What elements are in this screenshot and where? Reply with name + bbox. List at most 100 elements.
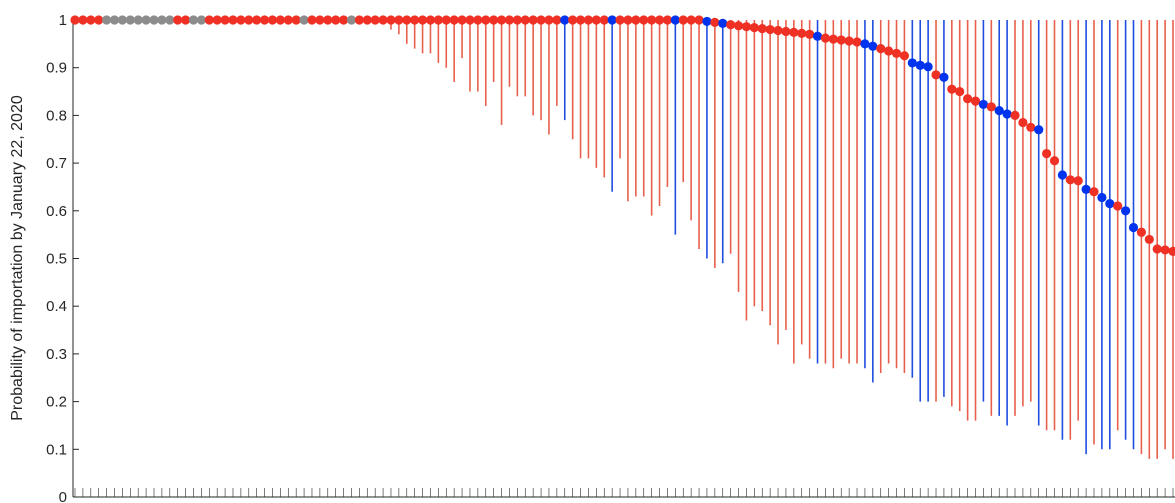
markers (70, 15, 1175, 256)
data-point (267, 15, 278, 25)
data-point (1144, 234, 1154, 245)
data-point (844, 36, 854, 46)
data-point (1073, 176, 1083, 186)
data-point (1057, 170, 1068, 180)
data-point (362, 15, 372, 25)
data-point (615, 15, 625, 25)
data-point (694, 15, 704, 25)
data-point (868, 41, 878, 51)
data-point (78, 15, 88, 25)
data-point (520, 15, 530, 25)
data-point (433, 15, 443, 25)
data-point (346, 15, 357, 25)
data-point (726, 20, 736, 30)
data-point (876, 44, 886, 54)
data-point (654, 15, 665, 25)
data-point (323, 15, 333, 25)
data-point (686, 15, 696, 25)
data-point (291, 15, 301, 25)
data-point (188, 15, 199, 25)
data-point (504, 15, 515, 25)
data-point (1168, 246, 1175, 256)
data-point (425, 15, 436, 25)
data-point (978, 99, 989, 110)
data-point (489, 15, 499, 25)
data-point (1097, 192, 1107, 203)
data-point (1042, 148, 1052, 159)
data-point (702, 16, 712, 27)
data-point (544, 15, 554, 25)
data-point (141, 15, 151, 25)
y-tick-label: 0 (59, 489, 67, 503)
data-point (354, 15, 364, 25)
data-point (465, 15, 475, 25)
data-point (1113, 201, 1123, 211)
data-point (1089, 187, 1099, 197)
data-point (955, 86, 965, 97)
data-point (117, 15, 127, 25)
x-ticks (74, 488, 1174, 497)
data-point (599, 15, 609, 25)
data-point (939, 72, 949, 82)
data-point (70, 15, 80, 25)
data-point (283, 15, 293, 25)
data-point (252, 15, 262, 25)
data-point (639, 15, 649, 25)
data-point (1128, 222, 1139, 233)
data-point (773, 25, 783, 36)
y-tick-label: 0.9 (46, 60, 67, 77)
data-point (173, 15, 183, 25)
data-point (647, 15, 657, 25)
data-point (662, 15, 673, 25)
data-point (797, 28, 807, 38)
data-point (307, 15, 317, 25)
data-point (1081, 184, 1091, 194)
data-point (496, 15, 507, 25)
data-point (591, 15, 601, 25)
data-point (244, 15, 254, 25)
data-point (338, 15, 349, 25)
data-point (749, 23, 759, 33)
data-point (165, 15, 175, 25)
y-tick-label: 0.5 (46, 251, 67, 268)
data-point (852, 37, 862, 47)
y-tick-label: 0.3 (46, 346, 67, 363)
y-tick-label: 0.6 (46, 203, 67, 220)
data-point (1049, 156, 1060, 166)
data-point (607, 15, 617, 25)
data-point (781, 26, 791, 37)
data-point (994, 106, 1004, 116)
data-point (86, 15, 96, 25)
data-point (1121, 206, 1131, 216)
data-point (631, 15, 641, 25)
data-point (149, 15, 159, 25)
data-point (1026, 122, 1036, 132)
y-tick-label: 0.4 (46, 298, 67, 315)
data-point (220, 15, 230, 25)
errorbars (390, 20, 1174, 459)
data-point (836, 35, 846, 45)
data-point (481, 15, 491, 25)
data-point (449, 15, 459, 25)
data-point (575, 15, 586, 25)
y-tick-label: 1 (59, 12, 67, 29)
data-point (236, 15, 246, 25)
data-point (101, 15, 112, 25)
data-point (741, 22, 752, 32)
data-point (970, 96, 981, 106)
data-point (552, 15, 562, 25)
data-point (1010, 110, 1020, 120)
y-tick-label: 0.2 (46, 394, 67, 411)
data-point (568, 15, 578, 25)
y-axis-title: Probability of importation by January 22… (9, 95, 26, 421)
data-point (315, 15, 325, 25)
data-point (560, 15, 570, 25)
data-point (259, 15, 270, 25)
data-point (94, 15, 104, 25)
data-point (441, 15, 451, 25)
data-point (828, 34, 838, 44)
data-point (907, 58, 917, 68)
data-point (1002, 109, 1012, 119)
data-point (765, 24, 775, 35)
